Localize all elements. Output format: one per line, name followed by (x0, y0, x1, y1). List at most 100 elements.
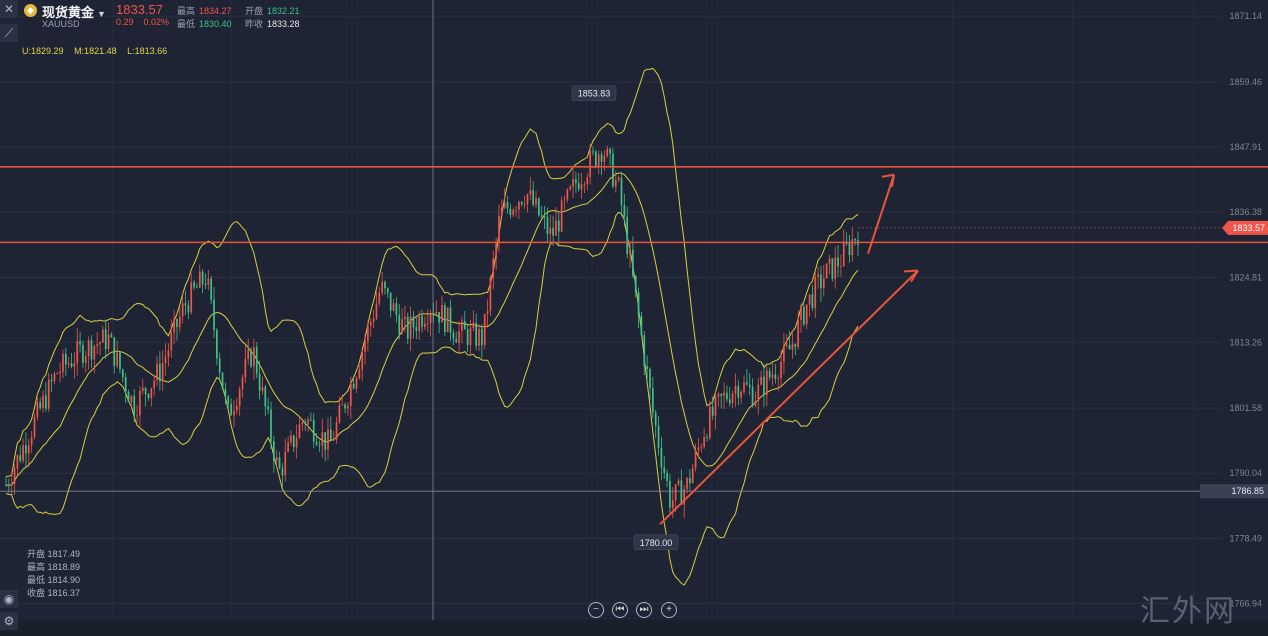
candle (19, 445, 22, 464)
candle-body (127, 391, 130, 403)
candle (643, 331, 646, 376)
candle (669, 474, 671, 514)
candle (398, 303, 401, 340)
arrowhead (903, 269, 919, 283)
candle-body (53, 373, 56, 382)
candle-body (221, 372, 224, 390)
trendline-arrow (659, 269, 919, 525)
candle (170, 319, 173, 359)
candle (788, 330, 791, 350)
zoom-in-button[interactable]: + (661, 602, 677, 618)
candle (552, 215, 554, 246)
candle (307, 416, 309, 432)
candle (130, 394, 133, 408)
candle-body (247, 349, 250, 359)
candle-body (25, 445, 27, 454)
candle-body (597, 154, 600, 166)
candle-body (674, 484, 677, 501)
candle-body (19, 455, 22, 461)
candle-body (244, 358, 247, 378)
candle-body (840, 266, 842, 268)
candle-body (278, 457, 281, 469)
candle-body (412, 316, 415, 328)
candle-body (594, 151, 597, 166)
candle-body (481, 328, 483, 345)
candle (352, 379, 355, 390)
change-percent: 0.02% (143, 17, 170, 27)
candle (663, 455, 666, 479)
candle-body (93, 345, 96, 360)
candle (523, 195, 526, 209)
candle-body (424, 323, 426, 327)
candle (378, 286, 381, 307)
settings-icon[interactable]: ⚙ (0, 612, 18, 630)
candle (341, 394, 344, 406)
candle-body (626, 216, 629, 255)
candle-body (102, 329, 104, 343)
stat-open: 开盘 1832.21 (245, 4, 300, 17)
candle-body (800, 306, 802, 320)
stat-low-value: 1830.40 (199, 19, 232, 29)
candles (5, 143, 859, 519)
candle (150, 387, 153, 407)
candle-body (486, 311, 489, 314)
candle (22, 438, 24, 464)
candle-body (79, 341, 81, 345)
candle-body (50, 379, 53, 382)
candle (349, 376, 352, 419)
candle-body (130, 395, 133, 403)
candle-body (287, 442, 289, 452)
eye-icon[interactable]: ◉ (0, 590, 18, 608)
candle-body (734, 386, 737, 394)
candle (258, 360, 261, 400)
candle-body (421, 315, 423, 327)
candle (438, 311, 440, 334)
candle (563, 195, 566, 210)
candle (136, 404, 138, 423)
candle-body (797, 319, 800, 347)
candle-body (307, 419, 309, 424)
candle (375, 291, 378, 320)
candle-body (110, 334, 113, 338)
candle (660, 436, 663, 481)
candle (455, 331, 458, 343)
instrument-selector[interactable]: 现货黄金 ▼ (42, 2, 106, 21)
candle (386, 287, 389, 299)
scroll-end-button[interactable]: ⏭ (636, 602, 652, 618)
candle-body (569, 186, 572, 190)
candle-body (677, 480, 680, 485)
candle (250, 346, 252, 369)
candle-body (526, 194, 529, 205)
stat-low-label: 最低 (177, 19, 196, 29)
candle (780, 350, 782, 387)
candle-body (703, 436, 705, 447)
draw-tool-icon[interactable]: ⟋ (0, 24, 18, 42)
candle-body (566, 189, 569, 200)
candle-body (384, 281, 386, 289)
candle-body (273, 441, 275, 461)
candle-body (218, 358, 221, 373)
scroll-start-button[interactable]: ⏮ (612, 602, 628, 618)
zoom-out-button[interactable]: − (588, 602, 604, 618)
candle-body (788, 344, 791, 350)
candle (295, 424, 298, 459)
candle (50, 373, 53, 392)
candle (708, 400, 711, 441)
candle (93, 344, 96, 374)
candle-body (164, 356, 167, 364)
candle (273, 435, 275, 473)
trend-annotations (659, 173, 919, 525)
candle-body (814, 277, 817, 308)
candle (389, 292, 392, 318)
candle (67, 356, 70, 369)
bollinger-legend: U:1829.29 M:1821.48 L:1813.66 (22, 46, 175, 56)
candle (42, 390, 44, 413)
close-icon[interactable]: ✕ (0, 0, 18, 18)
candle (463, 310, 466, 330)
candle-body (5, 484, 7, 486)
bollinger-mid-line (5, 172, 859, 486)
candle (449, 299, 452, 342)
candle-body (637, 292, 640, 317)
candle (16, 454, 19, 476)
